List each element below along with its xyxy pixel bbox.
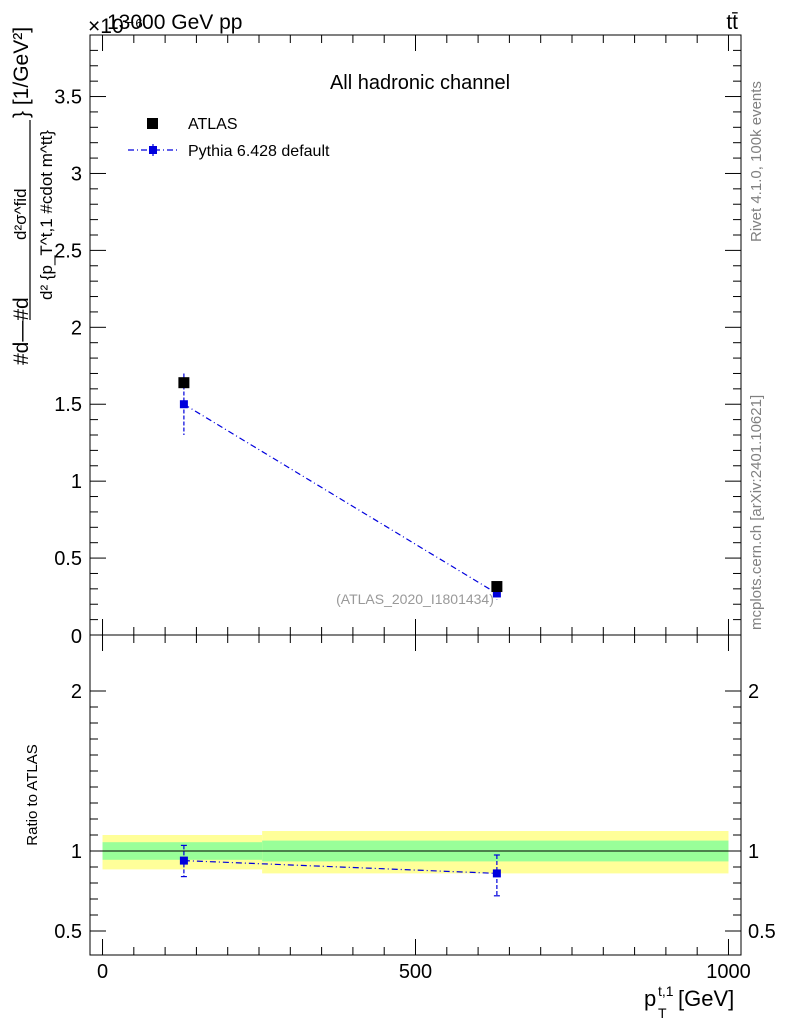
- legend-atlas-label: ATLAS: [188, 116, 238, 133]
- x-tick-label: 500: [399, 961, 432, 983]
- atlas-point-0: [178, 377, 190, 389]
- ratio-y-tick-label-left: 0.5: [54, 921, 82, 943]
- legend: ATLAS Pythia 6.428 default: [128, 116, 330, 160]
- rivet-version-label: Rivet 4.1.0, 100k events: [748, 81, 765, 242]
- ratio-y-tick-label-left: 2: [71, 681, 82, 703]
- main-y-tick-label: 3: [71, 163, 82, 185]
- x-tick-label: 1000: [706, 961, 751, 983]
- mcplots-credit-label: mcplots.cern.ch [arXiv:2401.10621]: [748, 395, 765, 630]
- ratio-y-axis-label: Ratio to ATLAS: [24, 744, 41, 845]
- legend-pythia-label: Pythia 6.428 default: [188, 143, 330, 160]
- ratio-y-tick-label-right: 1: [748, 841, 759, 863]
- y-exponent-label: ×10⁻⁶: [88, 15, 143, 38]
- main-y-tick-label: 3.5: [54, 87, 82, 109]
- y-label-inner-numerator: d²σ^fid: [11, 188, 30, 240]
- main-y-tick-label: 2.5: [54, 240, 82, 262]
- legend-atlas-marker: [147, 118, 158, 129]
- y-label-inner-denominator: d² {p_T^t,1 #cdot m^tt}: [37, 130, 56, 300]
- ratio-plot-frame: [89, 634, 742, 956]
- ratio-uncertainty-bands: [102, 831, 729, 874]
- main-y-tick-label: 1.5: [54, 394, 82, 416]
- atlas-point-1: [491, 581, 503, 593]
- x-label-superscript: t,1: [658, 983, 674, 999]
- pythia-main-point-0: [179, 400, 188, 409]
- ratio-y-tick-label-right: 2: [748, 681, 759, 703]
- y-label-frac-top: #d—#d: [10, 297, 33, 365]
- ratio-y-tick-label-right: 0.5: [748, 921, 776, 943]
- x-axis-label: p T t,1 [GeV]: [644, 983, 734, 1021]
- pythia-main-point-1: [492, 589, 501, 598]
- ratio-y-tick-label-left: 1: [71, 841, 82, 863]
- main-y-tick-label: 1: [71, 471, 82, 493]
- axis-ticks: [90, 35, 741, 955]
- legend-pythia-marker: [149, 146, 157, 154]
- main-title: All hadronic channel: [330, 72, 510, 94]
- y-label-suffix: } [1/GeV²]: [10, 27, 33, 118]
- analysis-watermark: (ATLAS_2020_I1801434): [336, 591, 494, 607]
- main-y-zero-label: 0: [71, 626, 82, 648]
- x-label-main: p: [644, 986, 656, 1011]
- main-y-tick-label: 2: [71, 317, 82, 339]
- pythia-ratio-point-1: [492, 869, 501, 878]
- header-energy-label: 13000 GeV pp: [107, 11, 242, 34]
- x-label-unit: [GeV]: [678, 986, 734, 1011]
- header-process-label: tt̄: [726, 11, 738, 34]
- data-marks: [178, 373, 503, 897]
- pythia-ratio-point-0: [179, 856, 188, 865]
- pythia-main-line: [183, 403, 498, 594]
- main-y-tick-label: 0.5: [54, 548, 82, 570]
- x-label-subscript: T: [658, 1005, 667, 1021]
- pythia-ratio-line: [183, 860, 497, 874]
- main-y-axis-label: #d—#d d²σ^fid d² {p_T^t,1 #cdot m^tt} } …: [10, 27, 56, 365]
- x-tick-label: 0: [97, 961, 108, 983]
- tick-labels: 0 500 1000 0.5 1 1.5 2 2.5 3 3.5 0 0.5 0.5 1 1 2 2: [54, 87, 776, 983]
